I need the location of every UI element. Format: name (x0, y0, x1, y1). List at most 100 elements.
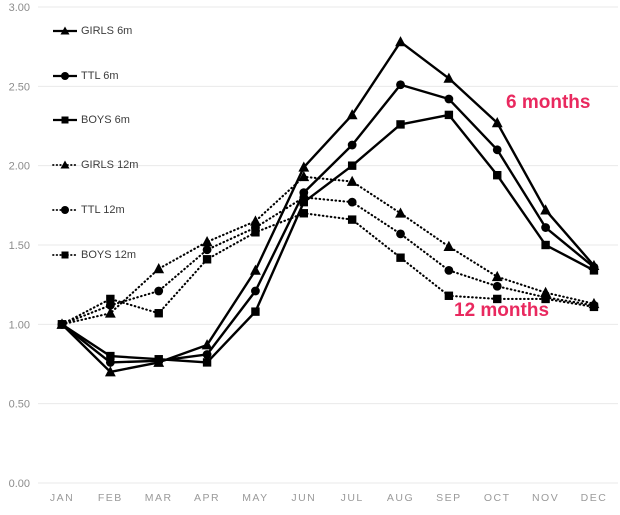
annotation-6-months: 6 months (506, 92, 591, 113)
legend-swatch-square-dotted (52, 251, 78, 259)
data-point-ttl-6m (202, 350, 212, 359)
legend-item-girls-12m: GIRLS 12m (52, 157, 138, 173)
data-point-boys-12m (541, 294, 550, 304)
data-point-boys-6m (202, 358, 212, 367)
circle-marker-icon (61, 206, 69, 214)
x-axis-tick-label: JAN (50, 492, 74, 504)
data-point-boys-12m (589, 302, 599, 312)
data-point-boys-6m (347, 161, 357, 170)
data-point-boys-12m (251, 228, 260, 237)
data-point-ttl-12m (154, 286, 164, 296)
y-axis-tick-label: 2.00 (9, 161, 30, 173)
data-point-boys-12m (444, 291, 454, 300)
legend-label: TTL 12m (81, 204, 125, 216)
data-point-girls-6m (395, 36, 406, 47)
data-point-girls-6m (540, 204, 551, 215)
data-point-boys-12m (202, 255, 212, 264)
data-point-ttl-12m (202, 245, 212, 255)
data-point-boys-12m (299, 209, 308, 218)
data-point-girls-6m (443, 72, 455, 83)
data-point-ttl-6m (492, 145, 502, 155)
data-point-girls-12m (201, 236, 213, 247)
circle-marker-icon (61, 71, 69, 80)
annotation-12-months: 12 months (454, 300, 550, 321)
triangle-marker-icon (60, 160, 70, 169)
legend-item-ttl-6m: TTL 6m (52, 68, 119, 84)
x-axis-tick-label: SEP (436, 492, 462, 504)
square-marker-icon (61, 116, 69, 124)
x-axis-tick-label: DEC (581, 492, 608, 504)
y-axis-tick-label: 3.00 (9, 2, 30, 14)
series-line-ttl-6m (61, 83, 595, 364)
data-point-boys-6m (589, 266, 599, 275)
x-axis-tick-label: FEB (98, 492, 123, 504)
data-point-boys-6m (299, 197, 308, 207)
legend-swatch-circle-dotted (52, 206, 78, 214)
square-marker-icon (61, 251, 69, 259)
series-line-girls-12m (60, 175, 596, 326)
data-point-ttl-6m (444, 94, 454, 104)
legend-swatch-circle-solid (53, 71, 77, 80)
y-axis-tick-label: 0.50 (9, 399, 30, 411)
data-point-girls-12m (298, 170, 310, 182)
data-point-ttl-6m (347, 140, 357, 150)
data-point-ttl-6m (251, 286, 260, 296)
y-axis-tick-label: 2.50 (9, 81, 30, 93)
y-axis-tick-label: 0.00 (9, 478, 30, 490)
data-point-boys-6m (541, 240, 550, 250)
legend-label: GIRLS 6m (81, 25, 133, 37)
data-point-girls-12m (104, 307, 116, 318)
data-point-boys-12m (347, 215, 357, 224)
x-axis-tick-label: NOV (532, 492, 559, 504)
data-point-girls-12m (443, 240, 455, 251)
data-point-boys-6m (251, 307, 260, 316)
data-point-girls-12m (395, 207, 406, 218)
data-point-boys-6m (493, 170, 502, 180)
data-point-ttl-12m (396, 229, 405, 239)
series-line-boys-12m (60, 212, 596, 326)
data-point-girls-6m (201, 339, 213, 350)
legend-label: GIRLS 12m (81, 159, 139, 171)
data-point-ttl-6m (541, 223, 550, 232)
legend-item-girls-6m: GIRLS 6m (52, 23, 132, 39)
data-point-ttl-6m (396, 80, 405, 90)
data-point-girls-12m (491, 270, 503, 282)
data-point-girls-12m (153, 263, 165, 274)
triangle-marker-icon (60, 26, 70, 35)
data-point-girls-12m (346, 175, 358, 186)
data-point-girls-6m (298, 161, 310, 172)
series-line-boys-6m (61, 113, 595, 364)
x-axis-tick-label: MAR (145, 492, 173, 504)
legend-swatch-triangle-dotted (52, 160, 78, 169)
legend-item-ttl-12m: TTL 12m (52, 202, 125, 218)
data-point-boys-6m (444, 110, 454, 120)
legend-label: BOYS 6m (81, 114, 130, 126)
series-line-ttl-12m (60, 196, 596, 326)
data-point-girls-6m (491, 117, 503, 128)
data-point-boys-12m (493, 294, 502, 304)
data-point-boys-6m (396, 120, 405, 129)
x-axis-tick-label: MAY (242, 492, 268, 504)
x-axis-tick-label: AUG (387, 492, 414, 504)
y-axis-tick-label: 1.50 (9, 240, 30, 252)
x-axis-tick-label: OCT (484, 492, 511, 504)
legend-label: BOYS 12m (81, 249, 137, 261)
data-point-boys-6m (106, 351, 115, 361)
data-point-ttl-12m (299, 193, 309, 202)
y-axis-tick-label: 1.00 (9, 319, 30, 331)
x-axis-tick-label: JUL (341, 492, 364, 504)
data-point-boys-12m (106, 294, 115, 304)
legend-item-boys-12m: BOYS 12m (52, 247, 136, 263)
data-point-ttl-12m (347, 197, 357, 207)
data-point-boys-12m (57, 320, 67, 329)
data-point-ttl-12m (444, 265, 454, 275)
data-point-girls-6m (104, 366, 116, 377)
data-point-boys-6m (154, 355, 163, 364)
legend-item-boys-6m: BOYS 6m (52, 112, 130, 128)
legend-swatch-square-solid (53, 116, 77, 124)
series-line-girls-6m (61, 40, 595, 374)
data-point-girls-12m (250, 215, 261, 226)
legend-label: TTL 6m (81, 69, 119, 82)
